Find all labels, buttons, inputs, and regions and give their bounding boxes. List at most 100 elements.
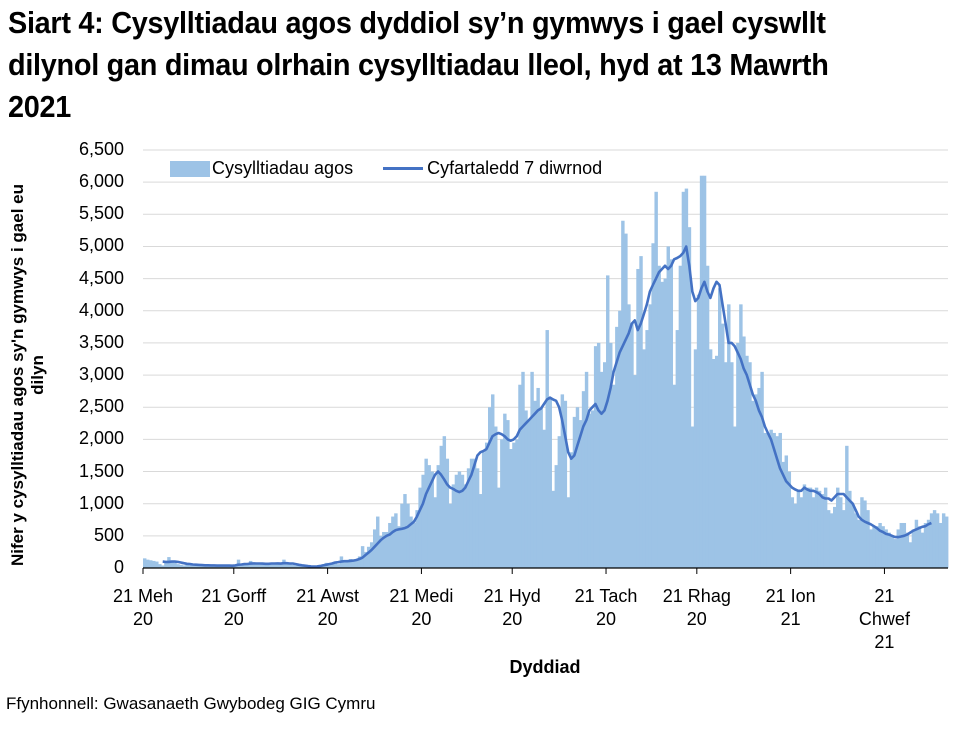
bar bbox=[636, 268, 640, 568]
bar bbox=[612, 384, 616, 568]
bar bbox=[233, 565, 238, 568]
bar bbox=[469, 458, 474, 568]
bar bbox=[394, 513, 398, 568]
bar bbox=[878, 522, 882, 568]
bar bbox=[739, 304, 743, 568]
bar bbox=[488, 407, 492, 568]
bar bbox=[239, 564, 244, 568]
bar bbox=[854, 513, 858, 568]
bar bbox=[442, 436, 447, 568]
bar bbox=[494, 426, 498, 568]
bar bbox=[615, 326, 619, 568]
y-tick-label: 4,500 bbox=[78, 267, 124, 288]
bar bbox=[596, 342, 601, 568]
bar bbox=[727, 304, 731, 568]
bar bbox=[173, 562, 177, 568]
bar bbox=[545, 330, 549, 568]
bar bbox=[146, 559, 150, 568]
legend-line-swatch-icon bbox=[383, 167, 424, 170]
bar bbox=[569, 452, 574, 568]
bar bbox=[630, 323, 634, 568]
bar bbox=[497, 487, 501, 568]
bar bbox=[669, 259, 674, 568]
bar bbox=[733, 426, 737, 568]
bar bbox=[170, 562, 174, 568]
bar bbox=[300, 566, 304, 568]
bar bbox=[433, 497, 437, 568]
bar bbox=[869, 529, 873, 568]
bar bbox=[917, 526, 922, 568]
bar bbox=[875, 526, 879, 568]
bar bbox=[524, 410, 528, 568]
bar bbox=[633, 375, 637, 568]
bar bbox=[536, 387, 540, 568]
bar bbox=[258, 563, 262, 568]
bar bbox=[624, 233, 628, 568]
bar bbox=[188, 565, 192, 568]
y-tick-label: 4,000 bbox=[78, 299, 124, 320]
bar bbox=[642, 349, 646, 568]
bar bbox=[872, 526, 876, 568]
bar bbox=[509, 449, 513, 568]
bar bbox=[851, 503, 855, 568]
y-tick-label: 3,500 bbox=[78, 331, 124, 352]
bar bbox=[369, 542, 374, 568]
bar bbox=[857, 519, 861, 568]
bar bbox=[143, 558, 147, 568]
bar bbox=[161, 565, 165, 568]
bar bbox=[294, 565, 298, 568]
bar bbox=[839, 497, 843, 568]
bar bbox=[790, 497, 795, 568]
bar bbox=[811, 497, 816, 568]
bar bbox=[932, 510, 937, 568]
bar bbox=[506, 420, 510, 568]
bar bbox=[242, 564, 247, 568]
bar bbox=[833, 506, 837, 568]
bar bbox=[176, 564, 180, 568]
bar bbox=[203, 565, 207, 568]
bar bbox=[179, 564, 183, 568]
bar bbox=[261, 563, 265, 568]
bar bbox=[645, 330, 649, 568]
bar bbox=[149, 560, 153, 568]
y-tick-label: 5,500 bbox=[78, 203, 124, 224]
bar bbox=[696, 294, 701, 568]
bar bbox=[348, 559, 353, 568]
bar bbox=[606, 275, 610, 568]
bar bbox=[672, 384, 677, 568]
x-tick-label: 21 Tach 20 bbox=[574, 586, 638, 629]
bar bbox=[466, 468, 471, 568]
bar bbox=[929, 513, 934, 568]
bar bbox=[297, 565, 301, 568]
legend: Cysylltiadau agos Cyfartaledd 7 diwrnod bbox=[170, 158, 602, 179]
bar bbox=[705, 265, 710, 568]
bar bbox=[415, 510, 419, 568]
bar bbox=[609, 342, 613, 568]
bar bbox=[245, 564, 250, 568]
bar bbox=[639, 256, 643, 568]
bar bbox=[757, 387, 761, 568]
bar bbox=[363, 551, 368, 568]
bar bbox=[751, 400, 755, 568]
bar bbox=[920, 532, 925, 568]
bar bbox=[793, 503, 798, 568]
legend-bar-swatch-icon bbox=[170, 160, 210, 177]
bar bbox=[817, 490, 822, 568]
bar bbox=[251, 563, 256, 568]
bar bbox=[805, 487, 810, 568]
bar bbox=[421, 474, 425, 568]
bar bbox=[230, 566, 235, 568]
bar bbox=[457, 471, 462, 568]
bar bbox=[563, 400, 568, 568]
bar bbox=[288, 564, 292, 568]
bar bbox=[270, 563, 274, 568]
legend-line-label: Cyfartaledd 7 diwrnod bbox=[427, 158, 603, 178]
bar bbox=[575, 407, 580, 568]
bar bbox=[648, 304, 652, 568]
bar bbox=[215, 566, 220, 568]
x-tick-label: 21 Awst 20 bbox=[296, 586, 359, 629]
bar bbox=[621, 220, 625, 569]
bar bbox=[533, 400, 537, 568]
bar bbox=[152, 560, 156, 568]
bar bbox=[690, 426, 695, 568]
